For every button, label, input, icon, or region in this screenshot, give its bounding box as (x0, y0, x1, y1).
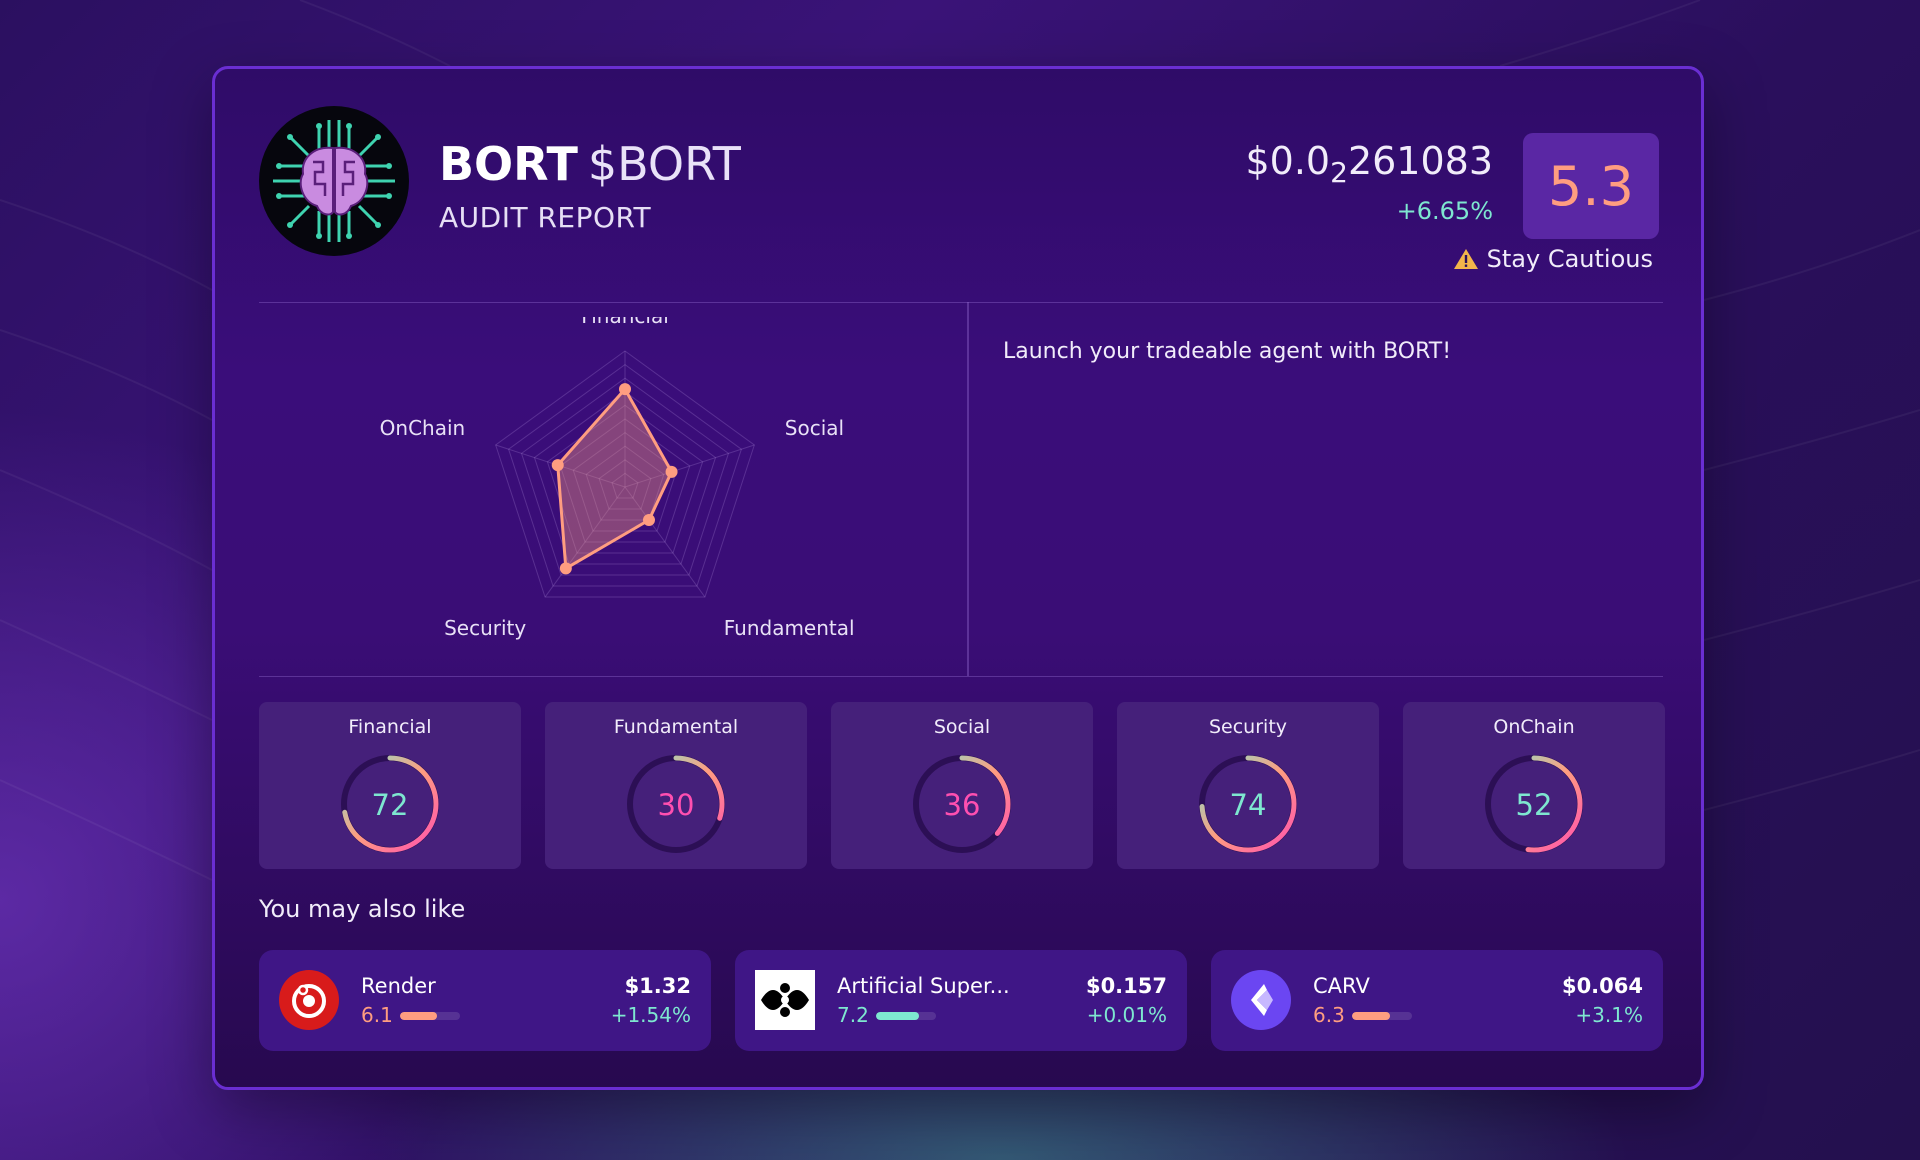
radar-point-social (665, 465, 678, 478)
radar-point-onchain (551, 459, 564, 472)
radar-chart: Financial Social Fundamental Security OnChai… (380, 317, 855, 640)
recommend-score: 6.1 (361, 1003, 393, 1027)
recommend-name: CARV (1313, 974, 1370, 998)
metric-card-social: Social 36 (831, 702, 1093, 869)
metric-value: 72 (371, 788, 409, 822)
metric-gauge-fill (1485, 755, 1583, 853)
metric-label: OnChain (1493, 716, 1575, 738)
recommend-change: +1.54% (610, 1003, 691, 1027)
recommend-score-bar (876, 1012, 936, 1020)
recommend-name: Artificial Super... (837, 974, 1010, 998)
metric-card-security: Security 74 (1117, 702, 1379, 869)
metric-gauge (1485, 755, 1583, 853)
caution-label: Stay Cautious (1453, 245, 1653, 273)
metric-card-onchain: OnChain 52 (1403, 702, 1665, 869)
metric-gauge (341, 755, 439, 853)
metric-gauge-fill (913, 755, 1011, 853)
token-title: BORT $BORT (439, 137, 741, 191)
recommend-price: $0.064 (1561, 974, 1643, 998)
metric-gauge (1199, 755, 1297, 853)
recommend-card-carv[interactable]: CARV 6.3 $0.064 +3.1% (1211, 950, 1663, 1051)
metric-card-fundamental: Fundamental 30 (545, 702, 807, 869)
recommend-card-artificial-super[interactable]: Artificial Super... 7.2 $0.157 +0.01% (735, 950, 1187, 1051)
metric-value: 74 (1229, 788, 1267, 822)
metric-gauge-fill (1199, 755, 1297, 853)
audit-report-card: BORT $BORT AUDIT REPORT $0.02261083 +6.65… (212, 66, 1704, 1090)
token-name: BORT (439, 137, 578, 191)
recommend-score-bar-fill (876, 1012, 920, 1020)
radar-label-onchain: OnChain (380, 416, 466, 440)
report-subtitle: AUDIT REPORT (439, 201, 652, 234)
metric-gauge-fill (627, 755, 725, 853)
metric-label: Security (1208, 716, 1288, 738)
recommend-change: +0.01% (1086, 1003, 1167, 1027)
render-icon (279, 970, 339, 1030)
recommend-score-bar-fill (1352, 1012, 1390, 1020)
radar-point-security (559, 562, 572, 575)
radar-grid (495, 350, 755, 598)
metric-gauge (627, 755, 725, 853)
recommend-score: 6.3 (1313, 1003, 1345, 1027)
carv-icon (1231, 970, 1291, 1030)
recommend-card-render[interactable]: Render 6.1 $1.32 +1.54% (259, 950, 711, 1051)
recommend-price: $0.157 (1085, 974, 1167, 998)
radar-label-security: Security (444, 616, 526, 640)
recommend-change: +3.1% (1575, 1003, 1643, 1027)
recommend-score-bar (1352, 1012, 1412, 1020)
radar-label-social: Social (785, 416, 844, 440)
recommend-score-bar (400, 1012, 460, 1020)
recommend-title: You may also like (259, 895, 466, 923)
metric-value: 30 (657, 788, 695, 822)
metric-card-financial: Financial 72 (259, 702, 521, 869)
token-description: Launch your tradeable agent with BORT! (1003, 339, 1452, 364)
recommend-name: Render (361, 974, 436, 998)
recommend-price: $1.32 (624, 974, 691, 998)
bort-logo (259, 106, 409, 256)
metric-gauge (913, 755, 1011, 853)
recommend-score: 7.2 (837, 1003, 869, 1027)
radar-label-financial: Financial (581, 317, 669, 328)
metric-gauge-fill (341, 755, 439, 853)
overall-score: 5.3 (1523, 133, 1659, 239)
radar-series-area (556, 387, 674, 570)
radar-label-fundamental: Fundamental (724, 616, 855, 640)
metric-label: Social (933, 716, 991, 738)
asi-icon (755, 970, 815, 1030)
metric-label: Financial (348, 716, 432, 738)
section-divider (967, 302, 969, 676)
recommend-score-bar-fill (400, 1012, 437, 1020)
radar-point-fundamental (642, 514, 655, 527)
metric-label: Fundamental (613, 716, 739, 738)
warning-icon (1453, 249, 1478, 269)
radar-divider (259, 676, 1663, 677)
token-ticker: $BORT (587, 137, 741, 191)
token-price: $0.02261083 (1245, 139, 1494, 189)
header-divider (259, 302, 1663, 303)
metric-value: 52 (1515, 788, 1553, 822)
metric-value: 36 (943, 788, 981, 822)
price-change: +6.65% (1396, 197, 1493, 225)
radar-point-financial (619, 383, 631, 396)
